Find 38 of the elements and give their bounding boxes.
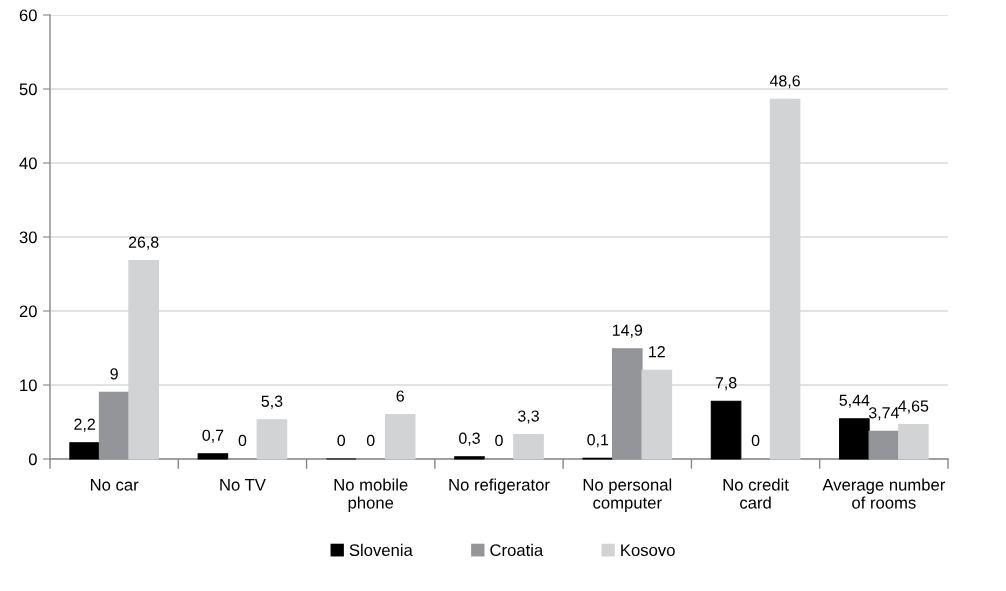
y-tick-label: 60 <box>19 9 37 22</box>
x-tick-label: Average number of rooms <box>822 478 946 509</box>
x-tick-label: No credit card <box>723 478 789 509</box>
data-label: 0 <box>337 434 346 447</box>
data-label: 2,2 <box>74 418 95 432</box>
y-tick-label: 20 <box>19 305 37 318</box>
data-label: 48,6 <box>769 75 800 89</box>
data-label: 3,74 <box>868 407 899 421</box>
x-tick-label: No TV <box>220 479 266 491</box>
legend-label: Croatia <box>490 543 544 557</box>
data-label: 5,44 <box>839 394 870 408</box>
y-tick-label: 0 <box>28 453 37 466</box>
y-tick-label: 40 <box>19 157 37 170</box>
data-label: 0,1 <box>587 434 609 448</box>
data-label: 12 <box>649 346 665 358</box>
y-tick-label: 50 <box>19 83 37 96</box>
data-label: 14,9 <box>612 324 643 338</box>
data-label: 0,3 <box>459 432 480 446</box>
data-label: 0 <box>366 434 375 447</box>
data-label: 6 <box>396 390 404 402</box>
x-tick-label: No refigerator <box>449 478 550 494</box>
data-label: 0,7 <box>202 429 224 443</box>
data-label: 9 <box>110 368 118 380</box>
y-tick-label: 10 <box>20 379 37 392</box>
y-tick-label: 30 <box>19 231 37 244</box>
data-label: 26,8 <box>128 236 159 250</box>
legend-label: Kosovo <box>621 544 675 557</box>
data-label: 5,3 <box>261 395 283 409</box>
data-label: 0 <box>495 434 503 447</box>
x-tick-label: No personal computer <box>583 478 672 512</box>
data-label: 4,65 <box>898 400 929 414</box>
data-label: 7,8 <box>715 377 737 391</box>
x-tick-label: No mobile phone <box>334 478 408 512</box>
x-tick-label: No car <box>90 479 139 491</box>
legend-label: Slovenia <box>349 543 413 557</box>
data-label: 3,3 <box>518 410 539 424</box>
data-label: 0 <box>238 434 247 447</box>
data-label: 0 <box>751 434 760 447</box>
